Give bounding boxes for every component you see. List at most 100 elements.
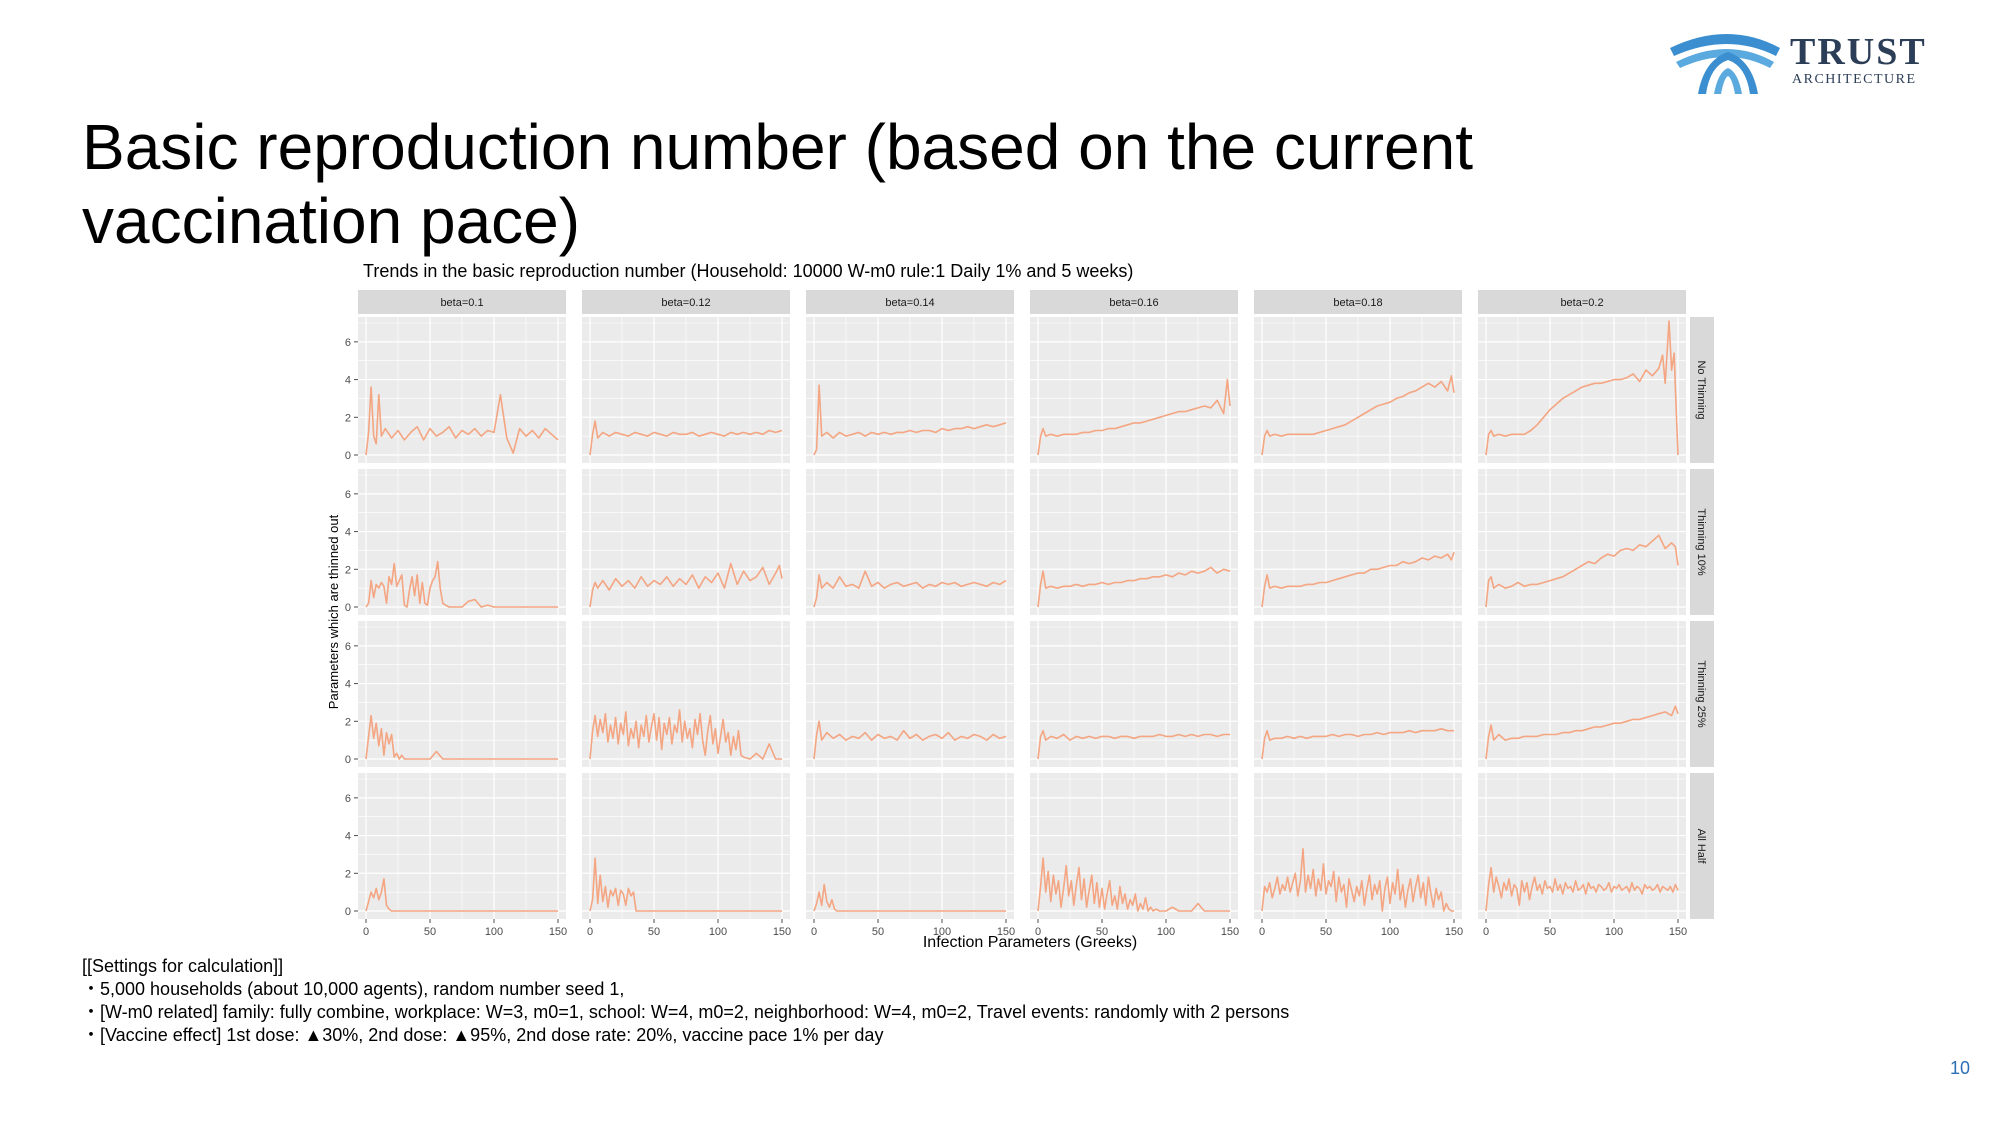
x-tick-label: 100 [1157,926,1175,938]
y-tick-label: 4 [345,527,351,539]
series-line [365,386,559,456]
settings-heading: [[Settings for calculation]] [82,956,284,976]
series-line [589,709,782,760]
series-line [813,883,1006,912]
y-tick-label: 4 [345,375,351,387]
series-line [813,570,1007,608]
y-tick-label: 6 [345,489,351,501]
series-line [1261,375,1455,456]
chart-title: Trends in the basic reproduction number … [363,261,1133,281]
facet-strip [1690,317,1714,463]
x-tick-label: 150 [549,926,567,938]
x-tick-label: 50 [1320,926,1332,938]
x-tick-label: 150 [773,926,791,938]
x-tick-label: 0 [363,926,369,938]
x-tick-label: 50 [1096,926,1108,938]
settings-line-vaccine: ・[Vaccine effect] 1st dose: ▲30%, 2nd do… [82,1025,884,1045]
facet-column-label: beta=0.18 [1333,297,1382,309]
series-line [589,562,783,608]
y-tick-label: 4 [345,679,351,691]
settings-line-wm0: ・[W-m0 related] family: fully combine, w… [82,1002,1290,1022]
facet-strip [1690,469,1714,615]
x-tick-label: 150 [997,926,1015,938]
faceted-line-chart: Trends in the basic reproduction number … [326,261,1714,951]
series-line [1485,705,1679,760]
series-line [1261,727,1454,760]
x-tick-label: 150 [1669,926,1687,938]
x-tick-label: 0 [1259,926,1265,938]
calculation-settings: [[Settings for calculation]] ・5,000 hous… [82,955,1289,1047]
facet-strip [1690,773,1714,919]
facet-strip [1030,290,1238,314]
y-tick-label: 0 [345,602,351,614]
series-line [1485,320,1679,456]
facet-column-label: beta=0.2 [1560,297,1603,309]
x-tick-label: 150 [1445,926,1463,938]
y-tick-label: 2 [345,412,351,424]
y-tick-label: 2 [345,868,351,880]
x-tick-label: 50 [648,926,660,938]
series-line [1485,866,1679,912]
y-axis-label: Parameters which are thinned out [326,514,341,709]
series-line [365,714,558,760]
series-line [1261,552,1455,608]
x-tick-label: 0 [587,926,593,938]
series-line [813,384,1007,456]
y-tick-label: 2 [345,716,351,728]
series-line [589,857,782,912]
trust-architecture-logo: TRUST ARCHITECTURE [1668,26,1968,96]
series-line [1037,857,1230,912]
settings-line-households: ・5,000 households (about 10,000 agents),… [82,979,625,999]
y-tick-label: 6 [345,337,351,349]
facet-row-label: Thinning 25% [1695,660,1707,727]
y-tick-label: 2 [345,564,351,576]
facet-row-label: All Half [1695,829,1707,865]
x-tick-label: 100 [485,926,503,938]
logo-subword: ARCHITECTURE [1792,72,1917,87]
facet-strip [1254,290,1462,314]
series-line [1037,566,1231,608]
facet-column-label: beta=0.1 [440,297,483,309]
x-tick-label: 0 [811,926,817,938]
slide-title: Basic reproduction number (based on the … [82,111,1473,257]
facet-strip [358,290,566,314]
y-tick-label: 0 [345,754,351,766]
facet-strip [806,290,1014,314]
y-tick-label: 4 [345,831,351,843]
y-tick-label: 0 [345,450,351,462]
facet-strip [582,290,790,314]
x-tick-label: 0 [1483,926,1489,938]
series-line [365,878,558,912]
facet-column-label: beta=0.16 [1109,297,1158,309]
series-line [365,560,558,608]
y-tick-label: 6 [345,793,351,805]
facet-column-label: beta=0.12 [661,297,710,309]
logo-mark-icon [1670,34,1780,94]
series-line [1261,847,1454,912]
x-tick-label: 100 [933,926,951,938]
facet-row-label: Thinning 10% [1695,508,1707,575]
y-tick-label: 6 [345,641,351,653]
facet-row-label: No Thinning [1695,360,1707,419]
x-tick-label: 0 [1035,926,1041,938]
logo-wordmark: TRUST [1790,31,1927,73]
series-line [1037,729,1230,760]
series-line [1485,534,1679,608]
series-line [813,720,1007,760]
x-tick-label: 100 [1381,926,1399,938]
x-tick-label: 150 [1221,926,1239,938]
series-line [589,420,783,456]
facet-column-label: beta=0.14 [885,297,934,309]
y-tick-label: 0 [345,906,351,918]
x-tick-label: 50 [872,926,884,938]
x-tick-label: 50 [424,926,436,938]
x-tick-label: 100 [709,926,727,938]
x-tick-label: 50 [1544,926,1556,938]
facet-strip [1690,621,1714,767]
panels-layer: beta=0.1 beta=0.12 beta=0.14 beta=0.16 beta=… [345,290,1714,938]
facet-strip [1478,290,1686,314]
x-tick-label: 100 [1605,926,1623,938]
series-line [1037,378,1231,456]
page-number: 10 [1949,1058,1970,1078]
x-axis-label: Infection Parameters (Greeks) [923,934,1137,951]
